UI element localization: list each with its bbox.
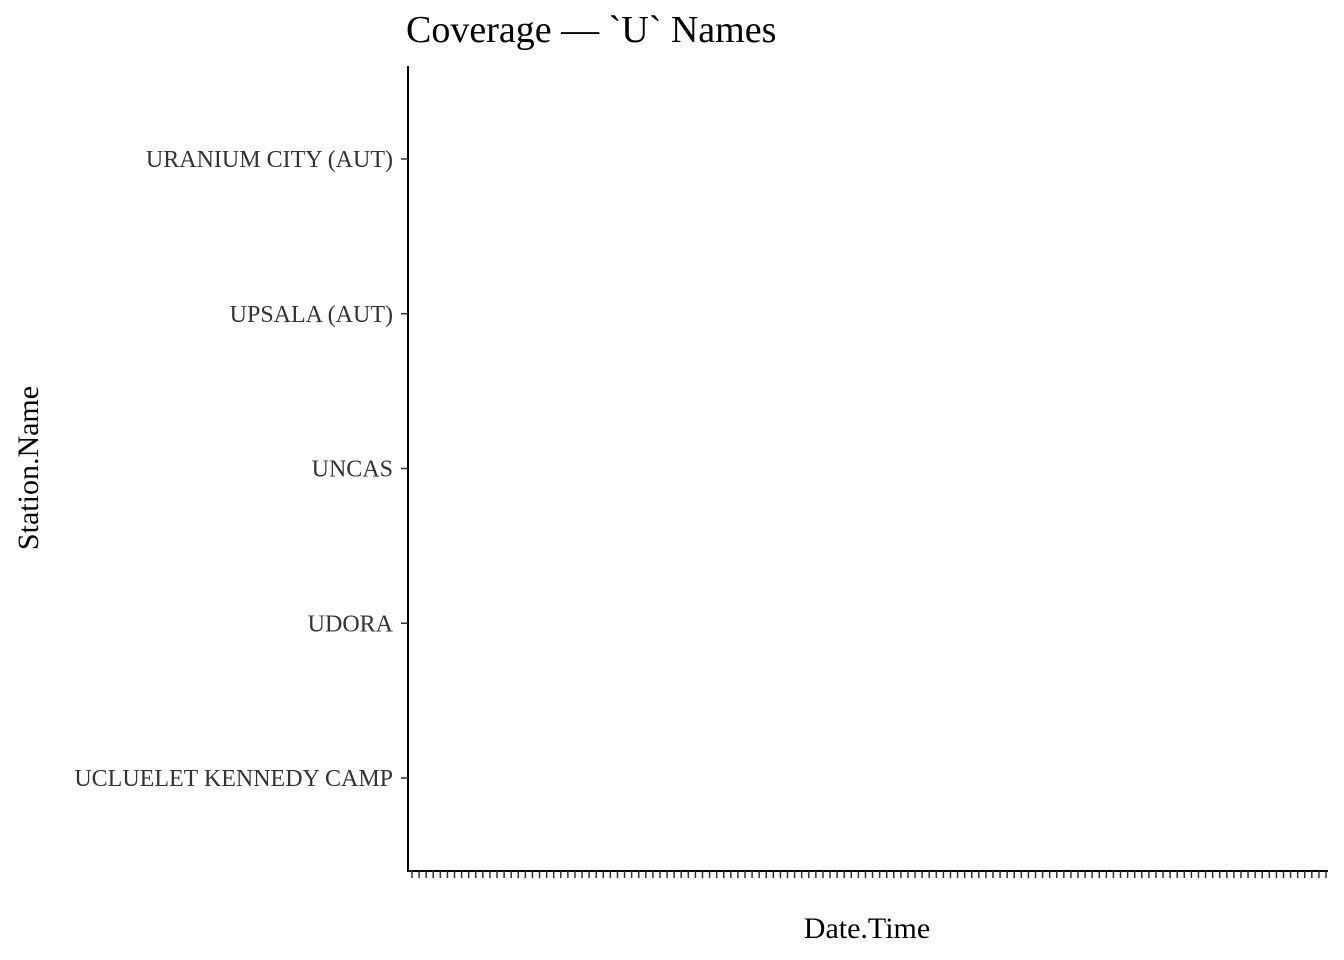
x-axis-ticks bbox=[411, 871, 1327, 878]
y-tick-label: UCLUELET KENNEDY CAMP bbox=[74, 766, 393, 792]
chart-title: Coverage — `U` Names bbox=[406, 9, 776, 51]
y-tick-label: URANIUM CITY (AUT) bbox=[146, 147, 393, 173]
y-tick-label: UPSALA (AUT) bbox=[230, 302, 393, 328]
y-axis-ticks: UCLUELET KENNEDY CAMP UDORA UNCAS UPSALA (A… bbox=[74, 147, 408, 792]
x-axis-label: Date.Time bbox=[804, 912, 930, 945]
y-tick-label: UNCAS bbox=[312, 457, 393, 483]
y-axis-label: Station.Name bbox=[12, 386, 45, 550]
y-tick-label: UDORA bbox=[308, 611, 394, 637]
